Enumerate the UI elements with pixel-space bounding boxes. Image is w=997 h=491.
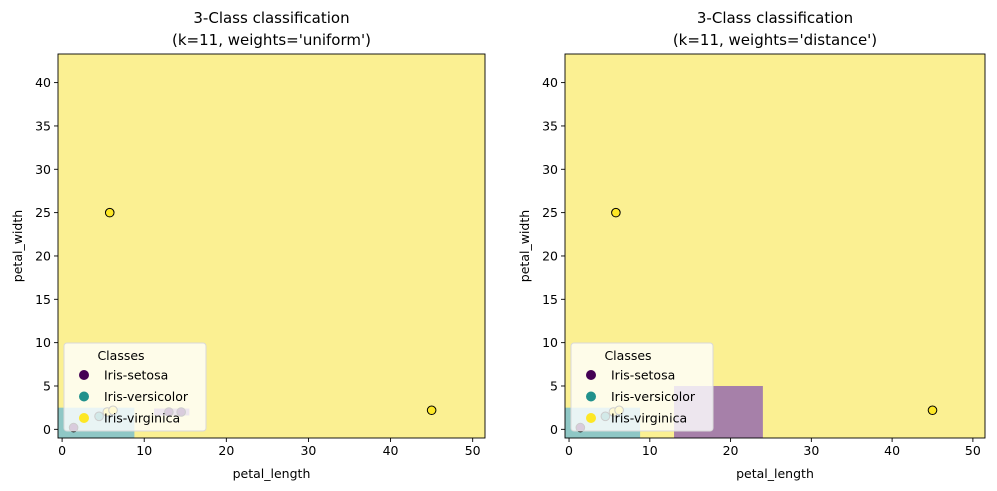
legend-box [570, 342, 714, 432]
chart-title: 3-Class classification [697, 9, 853, 27]
y-tick-label: 5 [43, 378, 51, 393]
y-tick-label: 25 [35, 205, 51, 220]
legend-box [63, 342, 207, 432]
y-tick-label: 35 [542, 118, 558, 133]
y-tick-label: 0 [43, 422, 51, 437]
x-tick-label: 30 [803, 443, 819, 458]
legend-title: Classes [97, 348, 144, 363]
chart-panel-2: 0 10 20 30 40 50 0 5 10 15 20 25 30 35 40 petal_length p… [517, 9, 986, 481]
legend-marker [586, 370, 596, 380]
legend-marker [586, 413, 596, 423]
legend-entry-label: Iris-setosa [611, 368, 675, 383]
x-tick-label: 0 [58, 443, 66, 458]
y-axis-label: petal_width [10, 210, 25, 282]
y-tick-label: 25 [542, 205, 558, 220]
x-tick-label: 40 [884, 443, 900, 458]
legend-entry-label: Iris-versicolor [104, 389, 189, 404]
x-tick-label: 50 [465, 443, 481, 458]
y-tick-label: 15 [35, 292, 51, 307]
x-tick-label: 10 [642, 443, 658, 458]
x-tick-label: 10 [136, 443, 152, 458]
x-axis-label: petal_length [233, 466, 311, 481]
legend: Classes Iris-setosa Iris-versicolor Iris-vi… [63, 342, 207, 432]
legend-entry-label: Iris-virginica [104, 411, 180, 426]
axes-frame [564, 53, 986, 439]
x-tick-label: 0 [565, 443, 573, 458]
legend-entry-label: Iris-virginica [611, 411, 687, 426]
y-tick-label: 20 [35, 248, 51, 263]
x-tick-label: 20 [218, 443, 234, 458]
legend-marker [586, 391, 596, 402]
legend-marker [79, 413, 89, 423]
legend-entry-label: Iris-setosa [104, 368, 168, 383]
data-point [611, 207, 621, 218]
y-tick-label: 15 [542, 292, 558, 307]
chart-title: 3-Class classification [193, 9, 349, 27]
y-tick-label: 10 [542, 335, 558, 350]
x-axis-label: petal_length [736, 466, 814, 481]
chart-panel-1: 0 10 20 30 40 50 0 5 10 15 20 25 30 35 40 petal_length p… [10, 9, 486, 481]
y-tick-label: 40 [35, 75, 51, 90]
chart-subtitle: (k=11, weights='uniform') [172, 31, 371, 49]
y-tick-label: 10 [35, 335, 51, 350]
y-tick-label: 0 [550, 422, 558, 437]
data-point [426, 405, 437, 416]
data-point [104, 207, 115, 218]
x-tick-label: 40 [383, 443, 399, 458]
legend-marker [79, 391, 89, 402]
y-tick-label: 5 [550, 378, 558, 393]
y-tick-label: 40 [542, 75, 558, 90]
legend-title: Classes [604, 348, 651, 363]
y-tick-label: 35 [35, 118, 51, 133]
x-tick-label: 20 [723, 443, 739, 458]
legend: Classes Iris-setosa Iris-versicolor Iris-vi… [570, 342, 714, 432]
y-axis-label: petal_width [517, 210, 532, 282]
data-point [927, 405, 938, 416]
legend-entry-label: Iris-versicolor [611, 389, 696, 404]
chart-subtitle: (k=11, weights='distance') [673, 31, 877, 49]
legend-marker [79, 370, 89, 380]
axes-frame [57, 53, 486, 439]
y-tick-label: 20 [542, 248, 558, 263]
y-tick-label: 30 [35, 162, 51, 177]
x-tick-label: 50 [965, 443, 981, 458]
y-tick-label: 30 [542, 162, 558, 177]
x-tick-label: 30 [300, 443, 316, 458]
